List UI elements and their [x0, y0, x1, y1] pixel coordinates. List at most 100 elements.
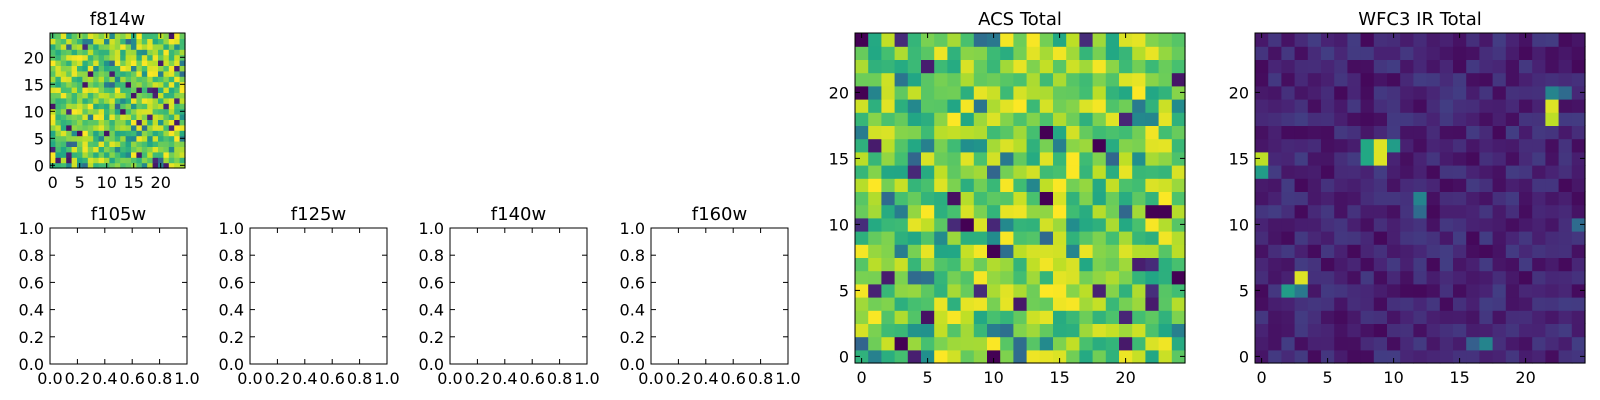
- heatmap-cell: [71, 135, 78, 142]
- x-tick-label: 0.2: [666, 369, 691, 388]
- heatmap-cell: [1519, 85, 1533, 100]
- heatmap-cell: [60, 141, 67, 147]
- heatmap-cell: [947, 112, 962, 126]
- heatmap-cell: [907, 72, 922, 87]
- heatmap-cell: [152, 146, 159, 153]
- heatmap-cell: [1505, 283, 1520, 298]
- heatmap-cell: [1079, 165, 1094, 179]
- heatmap-cell: [1334, 99, 1348, 113]
- heatmap-cell: [881, 217, 896, 232]
- heatmap-cell: [1334, 72, 1348, 87]
- heatmap-cell: [1066, 59, 1080, 74]
- heatmap-cell: [921, 85, 935, 100]
- heatmap-cell: [1132, 46, 1146, 60]
- heatmap-cell: [1321, 310, 1335, 324]
- heatmap-cell: [1466, 323, 1480, 338]
- heatmap-cell: [1453, 46, 1467, 60]
- heatmap-cell: [1413, 33, 1428, 47]
- heatmap-cell: [163, 76, 170, 83]
- heatmap-cell: [1171, 297, 1186, 311]
- x-tick-label: 1.0: [574, 369, 599, 388]
- heatmap-cell: [1492, 33, 1507, 47]
- heatmap-cell: [1466, 85, 1480, 100]
- heatmap-cell: [168, 60, 175, 66]
- x-tick-label: 15: [1049, 368, 1069, 387]
- heatmap-cell: [1426, 72, 1441, 87]
- heatmap-cell: [881, 46, 896, 60]
- heatmap-cell: [1558, 112, 1573, 126]
- heatmap-cell: [163, 108, 170, 115]
- heatmap-cell: [114, 49, 121, 56]
- heatmap-cell: [1079, 310, 1094, 324]
- heatmap-cell: [1158, 178, 1173, 192]
- heatmap-cell: [174, 130, 181, 137]
- heatmap-cell: [1387, 310, 1401, 324]
- heatmap-cell: [1268, 46, 1282, 60]
- heatmap-cell: [960, 151, 975, 166]
- heatmap-cell: [1066, 204, 1080, 219]
- heatmap-cell: [1505, 297, 1520, 311]
- heatmap-cell: [136, 162, 143, 169]
- heatmap-cell: [1145, 72, 1160, 87]
- heatmap-cell: [1026, 349, 1041, 364]
- heatmap-cell: [1066, 138, 1080, 153]
- heatmap-cell: [1413, 191, 1428, 206]
- heatmap-cell: [50, 146, 56, 153]
- heatmap-cell: [158, 146, 164, 153]
- heatmap-cell: [1307, 85, 1322, 100]
- heatmap-cell: [71, 49, 78, 56]
- heatmap-cell: [1026, 112, 1041, 126]
- heatmap-cell: [1519, 165, 1533, 179]
- heatmap-cell: [1387, 349, 1401, 364]
- heatmap-cell: [60, 33, 67, 39]
- y-tick-label: 0.6: [219, 273, 244, 292]
- x-tick-label: 0.4: [492, 369, 517, 388]
- heatmap-cell: [987, 59, 1001, 74]
- y-tick-label: 1.0: [419, 219, 444, 238]
- heatmap-cell: [1053, 138, 1067, 153]
- heatmap-cell: [1321, 99, 1335, 113]
- heatmap-cell: [1334, 283, 1348, 298]
- heatmap-cell: [163, 135, 170, 142]
- heatmap-cell: [71, 146, 78, 153]
- heatmap-cell: [1571, 349, 1586, 364]
- heatmap-cell: [1334, 33, 1348, 47]
- heatmap-cell: [1039, 270, 1054, 285]
- heatmap-cell: [921, 112, 935, 126]
- heatmap-cell: [1013, 191, 1028, 206]
- heatmap-cell: [55, 114, 62, 120]
- heatmap-cell: [1281, 125, 1296, 140]
- heatmap-cell: [1294, 310, 1309, 324]
- heatmap-cell: [1066, 297, 1080, 311]
- heatmap-cell: [881, 85, 896, 100]
- heatmap-cell: [163, 162, 170, 169]
- heatmap-cell: [1158, 270, 1173, 285]
- heatmap-cell: [1400, 244, 1414, 258]
- heatmap-cell: [104, 146, 110, 153]
- heatmap-cell: [1558, 33, 1573, 47]
- heatmap-cell: [1492, 270, 1507, 285]
- heatmap-cell: [1013, 297, 1028, 311]
- heatmap-cell: [147, 151, 154, 158]
- heatmap-cell: [973, 204, 988, 219]
- heatmap-cell: [1281, 283, 1296, 298]
- heatmap-cell: [881, 112, 896, 126]
- heatmap-cell: [1307, 99, 1322, 113]
- heatmap-cell: [1294, 33, 1309, 47]
- heatmap-cell: [1505, 46, 1520, 60]
- heatmap-cell: [1092, 46, 1107, 60]
- heatmap-cell: [1053, 178, 1067, 192]
- heatmap-cell: [1360, 204, 1375, 219]
- heatmap-cell: [1171, 59, 1186, 74]
- heatmap-cell: [1321, 151, 1335, 166]
- heatmap-cell: [1360, 46, 1375, 60]
- heatmap-cell: [1505, 231, 1520, 245]
- heatmap-cell: [141, 49, 148, 56]
- heatmap-cell: [60, 108, 67, 115]
- heatmap-cell: [1294, 72, 1309, 87]
- heatmap-cell: [1505, 151, 1520, 166]
- heatmap-cell: [1360, 349, 1375, 364]
- heatmap-cell: [907, 99, 922, 113]
- heatmap-cell: [855, 112, 869, 126]
- heatmap-cell: [114, 130, 121, 137]
